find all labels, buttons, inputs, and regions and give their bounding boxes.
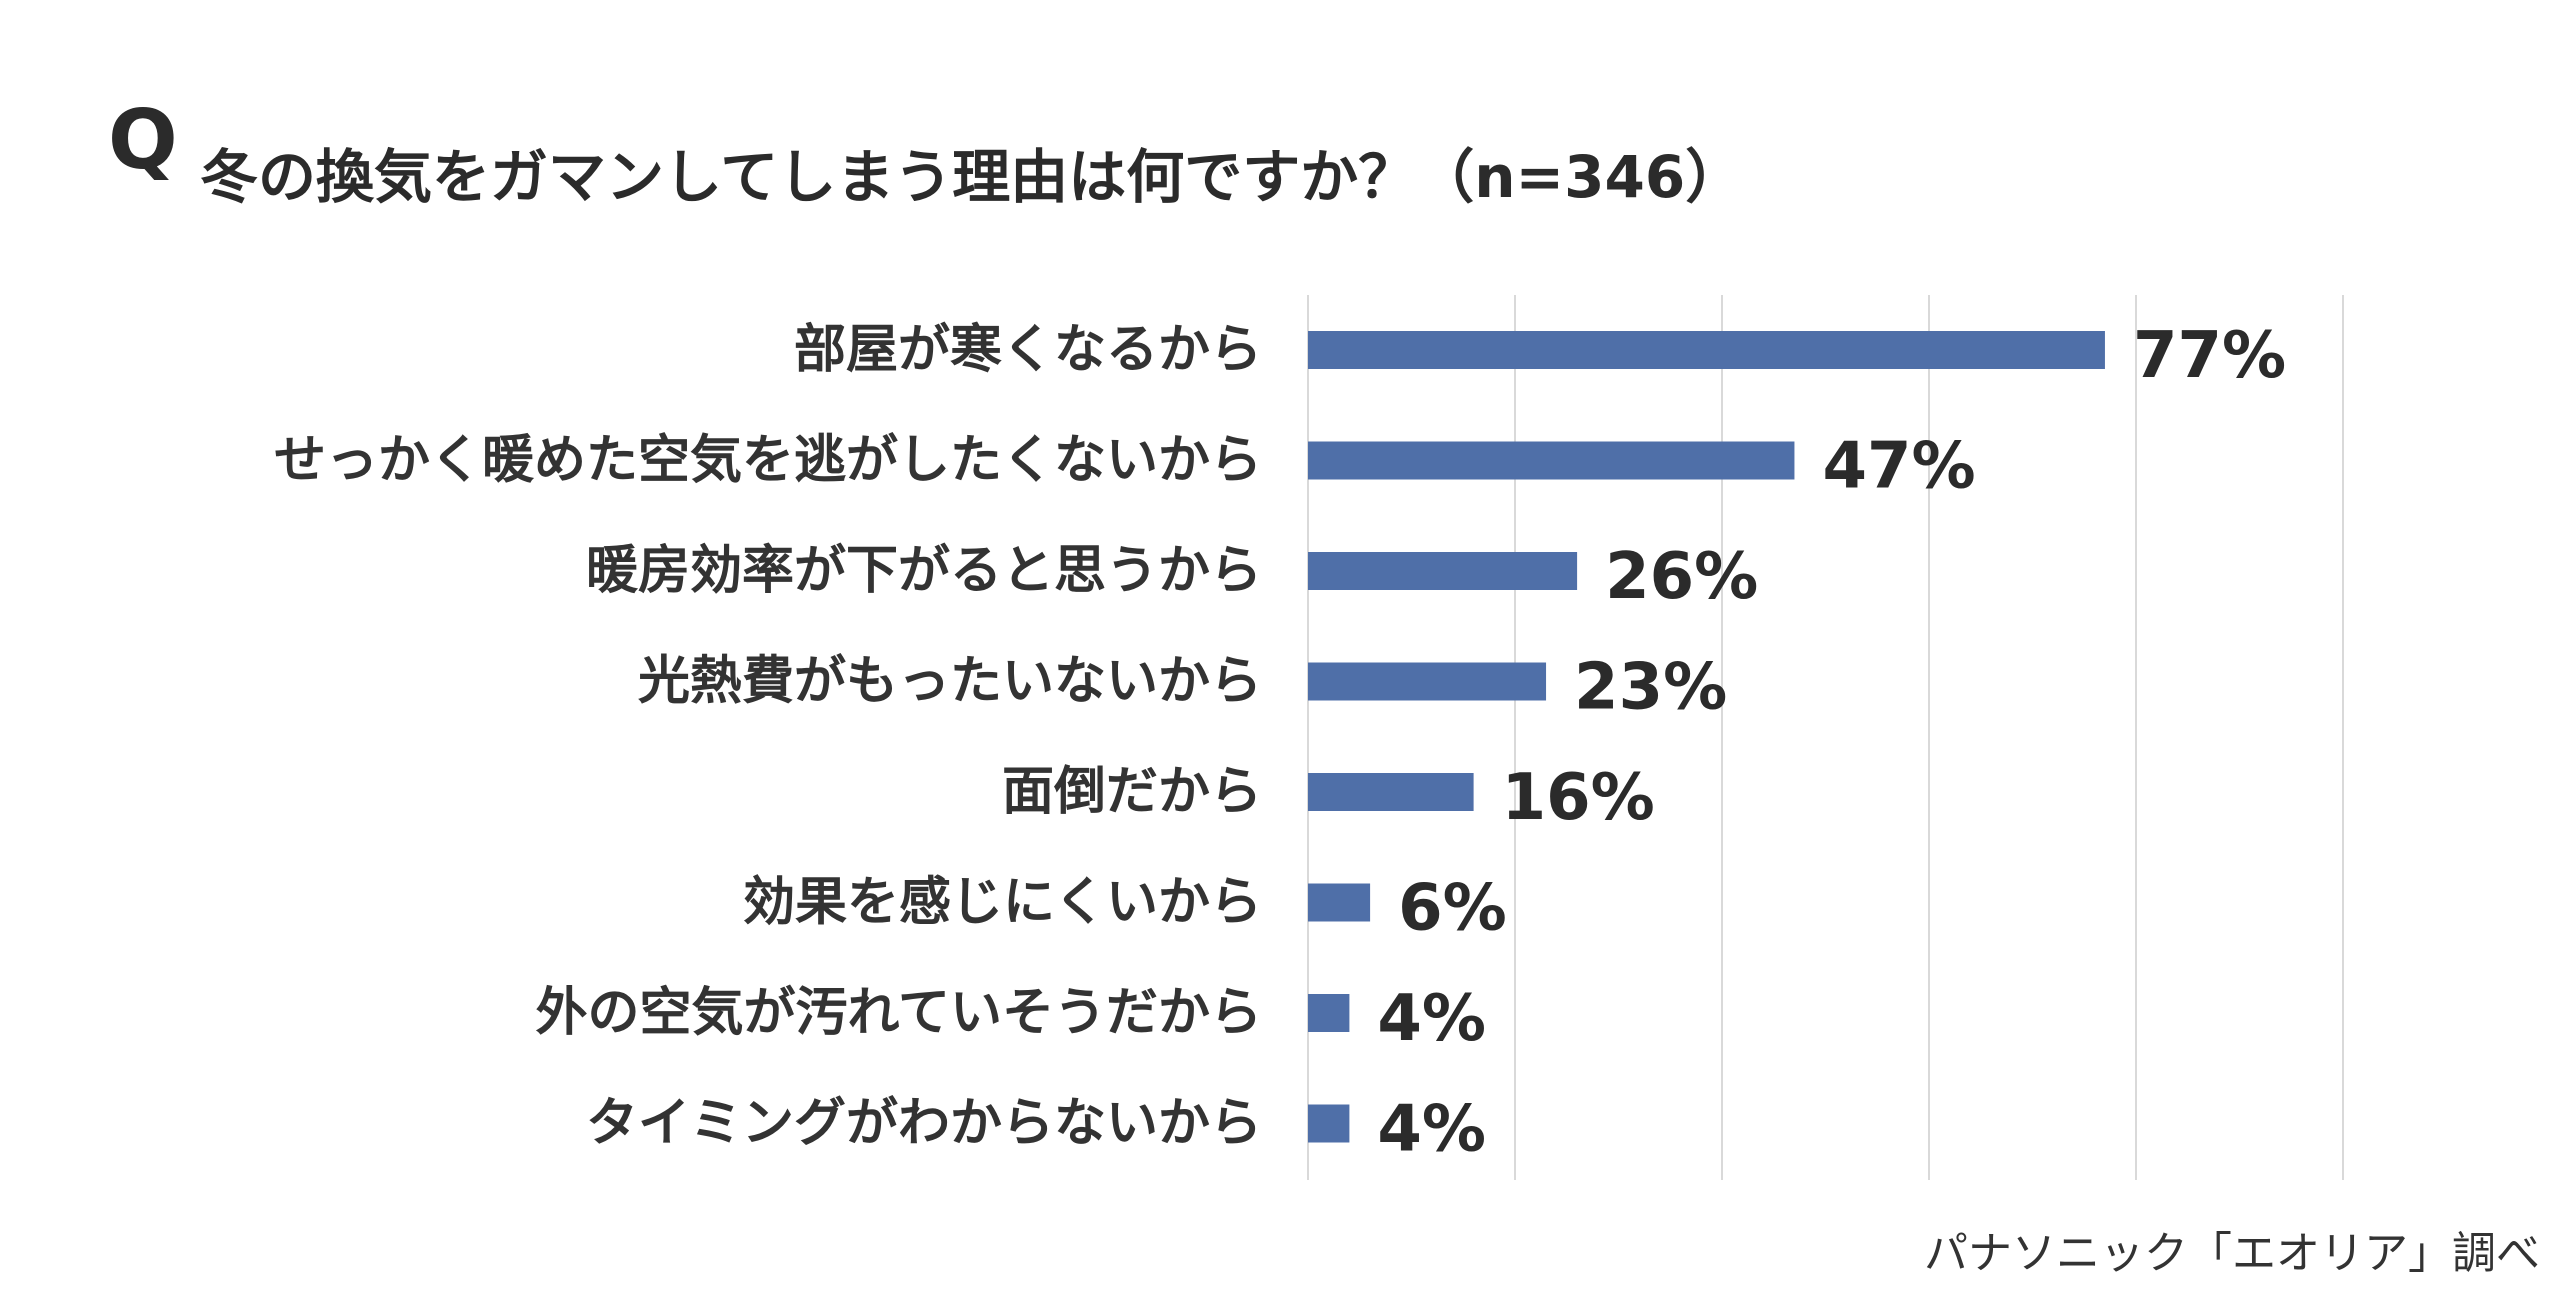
bar [1308,773,1474,811]
bar [1308,883,1371,922]
value-label: 6% [1398,872,1507,946]
bars [1308,331,2105,1143]
question-mark: Q [108,93,178,188]
value-label: 77% [2133,319,2286,393]
category-label: 暖房効率が下がると思うから [586,541,1262,601]
bar [1308,552,1578,590]
value-label: 26% [1605,540,1758,614]
category-labels: 部屋が寒くなるからせっかく暖めた空気を逃がしたくないから暖房効率が下がると思うか… [274,320,1262,1154]
category-label: せっかく暖めた空気を逃がしたくないから [274,431,1262,491]
category-label: 部屋が寒くなるから [794,320,1262,380]
category-label: タイミングがわからないから [586,1094,1262,1154]
value-label: 4% [1377,1093,1486,1167]
value-labels: 77% 47% 26% 23% 16% 6% 4% 4% [1377,319,2286,1167]
category-label: 効果を感じにくいから [743,873,1262,933]
value-label: 4% [1377,982,1486,1056]
bar [1308,1104,1350,1143]
bar [1308,662,1547,701]
value-label: 16% [1502,761,1655,835]
value-label: 23% [1574,651,1727,725]
value-label: 47% [1822,430,1975,504]
category-label: 光熱費がもったいないから [638,652,1262,712]
bar [1308,331,2105,369]
bar [1308,441,1795,480]
category-label: 外の空気が汚れていそうだから [536,983,1262,1043]
category-label: 面倒だから [1002,762,1262,822]
chart-title: 冬の換気をガマンしてしまう理由は何ですか？（n=346） [200,143,1744,211]
bar [1308,994,1350,1032]
source-note: パナソニック「エオリア」調べ [1924,1228,2540,1279]
